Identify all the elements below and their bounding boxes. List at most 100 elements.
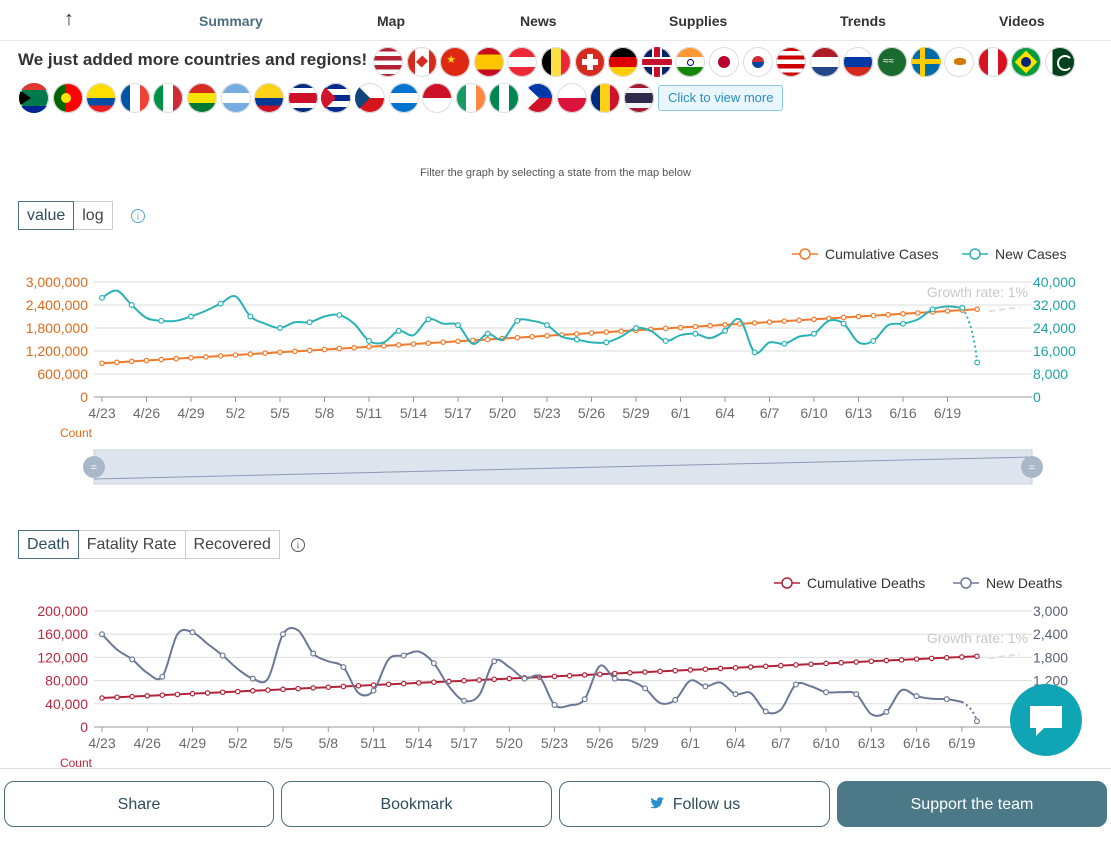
flag-co-icon[interactable] — [254, 83, 285, 113]
tab-trends[interactable]: Trends — [840, 13, 886, 29]
data-point-cumulative-deaths — [415, 680, 422, 686]
flag-sa-icon[interactable]: ≈≈ — [877, 47, 907, 77]
flag-ec-icon[interactable] — [86, 83, 117, 113]
data-point-cumulative-deaths — [778, 662, 784, 669]
legend-new-deaths: New Deaths — [986, 575, 1062, 591]
flag-it-icon[interactable] — [153, 83, 184, 113]
tab-news[interactable]: News — [520, 13, 557, 29]
tab-recovered[interactable]: Recovered — [184, 530, 280, 559]
flag-be-icon[interactable] — [541, 47, 571, 77]
growth-rate-annotation: Growth rate: 1% — [927, 284, 1028, 300]
flag-gb-icon[interactable] — [641, 47, 672, 77]
data-point-cumulative-deaths — [385, 681, 392, 688]
flag-cz-icon[interactable] — [355, 83, 385, 113]
flag-ch-icon[interactable] — [574, 47, 605, 77]
flag-jp-icon[interactable] — [709, 47, 739, 77]
filter-hint: Filter the graph by selecting a state fr… — [420, 167, 691, 179]
data-point-cumulative-cases — [128, 358, 135, 365]
data-point-cumulative-deaths — [687, 667, 694, 673]
info-icon[interactable]: i — [131, 209, 145, 223]
support-button[interactable]: Support the team — [837, 781, 1107, 827]
flag-nl-icon[interactable] — [809, 47, 840, 77]
log-scale-button[interactable]: log — [73, 201, 113, 230]
flag-es-icon[interactable] — [473, 47, 504, 77]
data-point-new-deaths — [943, 696, 950, 703]
arrow-up-icon[interactable]: ↑ — [64, 8, 74, 30]
data-point-cumulative-cases — [840, 314, 847, 321]
data-point-new-cases — [870, 337, 877, 344]
data-point-new-deaths — [672, 696, 679, 703]
flag-cy-icon[interactable] — [944, 47, 975, 77]
flag-us-icon[interactable] — [373, 47, 403, 77]
flag-pt-icon[interactable] — [52, 83, 83, 113]
value-scale-button[interactable]: value — [18, 201, 75, 230]
data-point-cumulative-cases — [944, 308, 951, 314]
data-point-cumulative-cases — [796, 317, 802, 324]
flag-ng-icon[interactable] — [489, 83, 520, 113]
flag-hn-icon[interactable] — [388, 83, 419, 113]
data-point-cumulative-cases — [974, 306, 980, 313]
data-point-cumulative-deaths — [838, 659, 844, 666]
flag-kr-icon[interactable] — [742, 47, 773, 77]
data-point-cumulative-deaths — [265, 687, 271, 693]
data-point-new-cases — [662, 337, 669, 344]
flag-in-icon[interactable] — [675, 47, 706, 77]
data-point-cumulative-cases — [529, 333, 535, 340]
x-tick-label: 5/23 — [541, 735, 568, 751]
flag-ph-icon[interactable] — [523, 83, 553, 113]
data-point-cumulative-cases — [440, 339, 446, 345]
y-left-tick-label: 1,800,000 — [26, 320, 88, 336]
zoom-slider[interactable]: = = — [0, 447, 1111, 487]
flag-pk-icon[interactable] — [1045, 47, 1075, 77]
x-tick-label: 6/16 — [889, 405, 916, 421]
flag-za-icon[interactable] — [19, 83, 49, 113]
flag-at-icon[interactable] — [507, 47, 538, 77]
slider-right-handle[interactable] — [1021, 456, 1043, 478]
tab-summary[interactable]: Summary — [199, 13, 263, 29]
flag-pl-icon[interactable] — [556, 83, 587, 113]
tab-map[interactable]: Map — [377, 13, 405, 29]
chat-button[interactable] — [1010, 684, 1082, 756]
flag-ru-icon[interactable] — [843, 47, 874, 77]
flag-cr-icon[interactable] — [287, 83, 318, 113]
slider-left-handle[interactable] — [83, 456, 105, 478]
data-point-cumulative-deaths — [642, 669, 648, 675]
data-point-new-deaths — [792, 681, 799, 688]
info-icon[interactable]: i — [291, 538, 305, 552]
x-tick-label: 5/26 — [578, 405, 605, 421]
data-point-cumulative-deaths — [476, 677, 482, 683]
flag-my-icon[interactable] — [776, 47, 807, 77]
flag-pe-icon[interactable] — [977, 47, 1008, 77]
flag-ar-icon[interactable] — [220, 83, 251, 113]
follow-button[interactable]: Follow us — [559, 781, 830, 827]
tab-fatality-rate[interactable]: Fatality Rate — [77, 530, 186, 559]
flag-ro-icon[interactable] — [590, 83, 621, 113]
flag-cu-icon[interactable] — [321, 83, 352, 113]
x-tick-label: 5/17 — [450, 735, 477, 751]
flag-ie-icon[interactable] — [455, 83, 486, 113]
x-tick-label: 5/17 — [444, 405, 471, 421]
data-point-new-deaths — [913, 693, 920, 700]
flag-th-icon[interactable] — [623, 83, 654, 113]
flag-ca-icon[interactable] — [406, 47, 437, 77]
bookmark-button[interactable]: Bookmark — [281, 781, 552, 827]
tab-videos[interactable]: Videos — [999, 13, 1045, 29]
flag-se-icon[interactable] — [910, 47, 941, 77]
y-axis-label: Count — [60, 756, 93, 767]
flag-id-icon[interactable] — [422, 83, 453, 113]
tab-death[interactable]: Death — [18, 530, 79, 559]
x-tick-label: 4/29 — [179, 735, 206, 751]
flag-cn-icon[interactable]: ★ — [440, 47, 471, 77]
tab-supplies[interactable]: Supplies — [669, 13, 728, 29]
data-point-new-cases — [840, 320, 847, 327]
y-left-tick-label: 2,400,000 — [26, 297, 88, 313]
flag-de-icon[interactable] — [608, 47, 639, 77]
view-more-button[interactable]: Click to view more — [658, 85, 784, 111]
flag-bo-icon[interactable] — [187, 83, 217, 113]
flag-br-icon[interactable] — [1011, 47, 1042, 77]
flag-fr-icon[interactable] — [119, 83, 150, 113]
data-point-cumulative-cases — [425, 340, 432, 346]
share-button[interactable]: Share — [4, 781, 274, 827]
y-left-tick-label: 80,000 — [45, 673, 88, 689]
series-line-new-deaths — [101, 627, 963, 717]
